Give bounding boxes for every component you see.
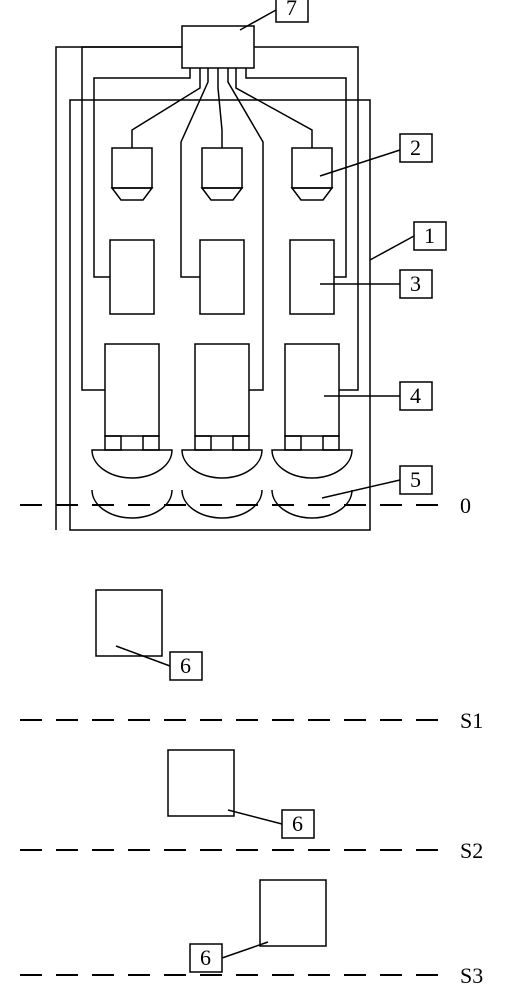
- callout-7-leader: [240, 10, 276, 30]
- neck-left-1: [195, 436, 211, 450]
- camera-lens-1: [202, 188, 242, 200]
- wire-low-center-r: [228, 68, 263, 390]
- s1-line-label: S1: [460, 708, 483, 733]
- callout-3-label: 3: [410, 271, 421, 296]
- callout-4-label: 4: [410, 383, 421, 408]
- callout-6c-leader: [222, 942, 268, 958]
- wire-cam-0: [132, 68, 200, 148]
- dome-shape-0: [92, 450, 172, 478]
- wire-cam-2: [236, 68, 312, 148]
- mid-block-2: [290, 240, 334, 314]
- free-box-2: [260, 880, 326, 946]
- low-block-0: [105, 344, 159, 436]
- neck-right-0: [143, 436, 159, 450]
- callout-2-label: 2: [410, 135, 421, 160]
- neck-right-1: [233, 436, 249, 450]
- free-box-0: [96, 590, 162, 656]
- neck-left-0: [105, 436, 121, 450]
- free-box-1: [168, 750, 234, 816]
- wire-side-left: [82, 47, 182, 390]
- s3-line-label: S3: [460, 963, 483, 988]
- dome-shape-2: [272, 450, 352, 478]
- camera-lens-2: [292, 188, 332, 200]
- camera-body-1: [202, 148, 242, 188]
- callout-6c-label: 6: [200, 945, 211, 970]
- s2-line-label: S2: [460, 838, 483, 863]
- controller-box: [182, 26, 254, 68]
- callout-7-label: 7: [286, 0, 297, 20]
- mid-block-1: [200, 240, 244, 314]
- camera-body-0: [112, 148, 152, 188]
- housing-box: [70, 100, 370, 530]
- neck-right-2: [323, 436, 339, 450]
- neck-left-2: [285, 436, 301, 450]
- callout-1-leader: [370, 236, 414, 260]
- camera-lens-0: [112, 188, 152, 200]
- callout-1-label: 1: [424, 223, 435, 248]
- callout-6b-label: 6: [292, 811, 303, 836]
- camera-body-2: [292, 148, 332, 188]
- wire-side-right: [254, 47, 358, 390]
- callout-6a-label: 6: [180, 653, 191, 678]
- wire-cam-1: [218, 68, 222, 148]
- low-block-2: [285, 344, 339, 436]
- callout-5-leader: [322, 480, 400, 498]
- low-block-1: [195, 344, 249, 436]
- dome-shape-1: [182, 450, 262, 478]
- callout-6b-leader: [228, 810, 282, 824]
- zero-line-label: 0: [460, 493, 471, 518]
- callout-5-label: 5: [410, 467, 421, 492]
- outer-wire-left: [56, 47, 182, 530]
- mid-block-0: [110, 240, 154, 314]
- schematic-diagram: 0 S1 S2 S3 7 2 13 4 5 6 6 6: [0, 0, 511, 1000]
